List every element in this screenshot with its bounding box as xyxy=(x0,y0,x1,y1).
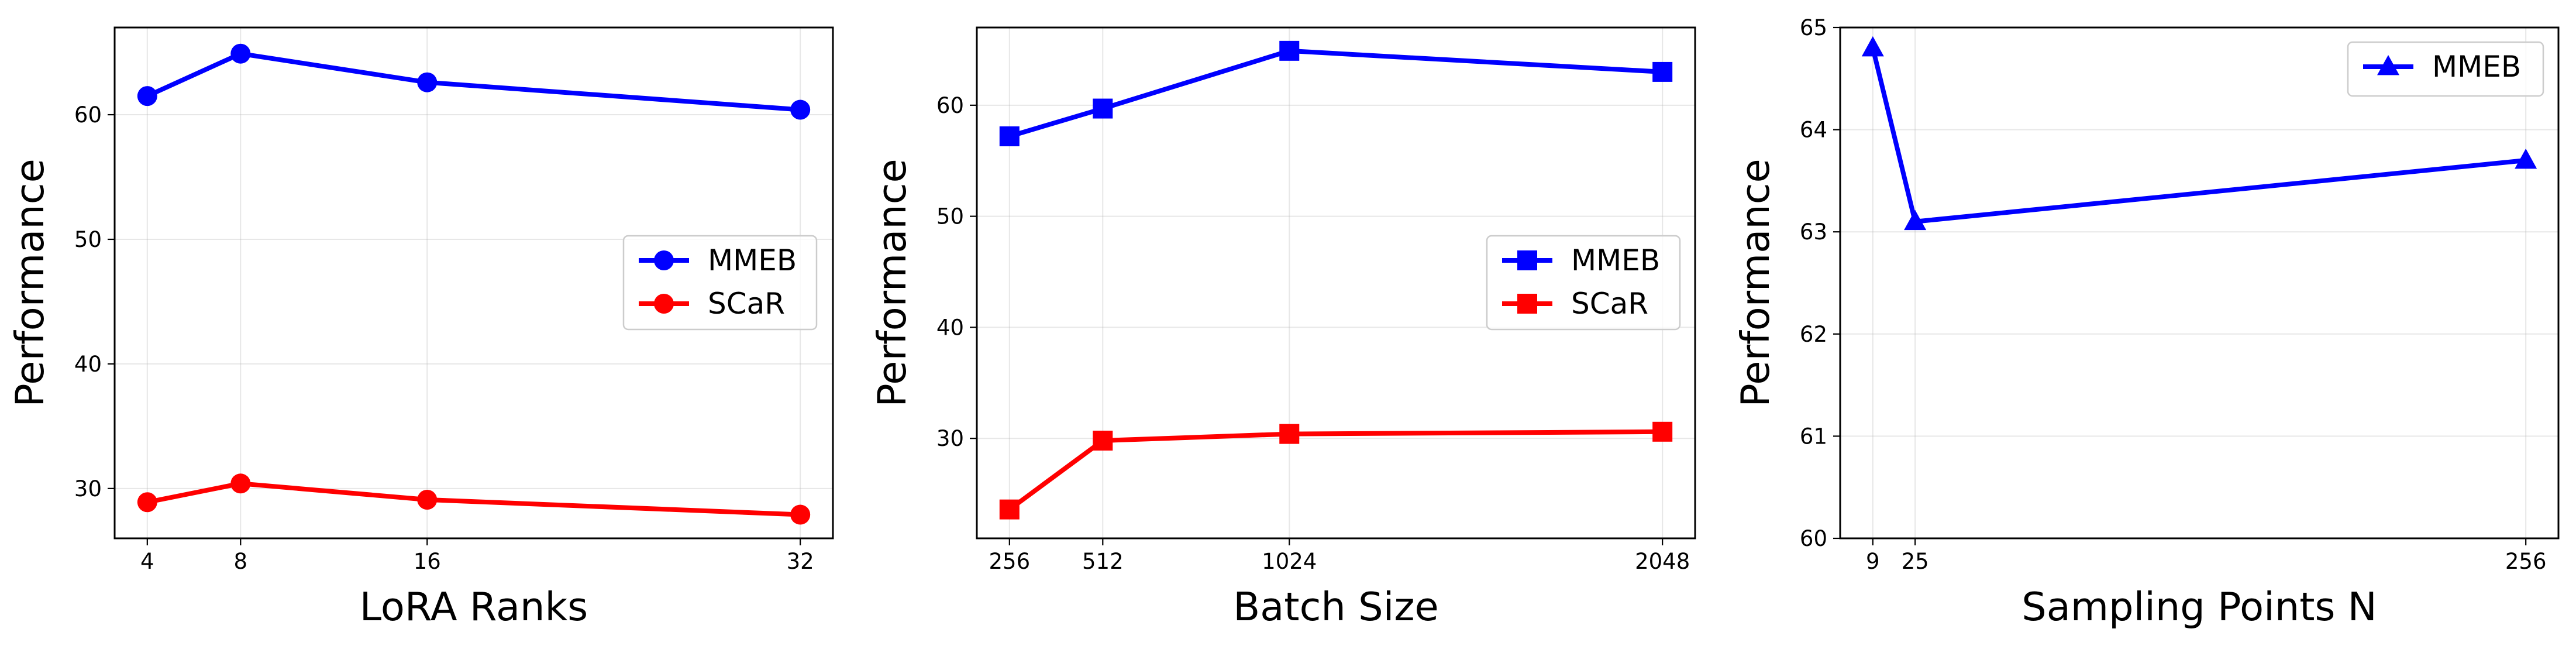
x-tick-label: 256 xyxy=(2505,549,2547,574)
legend: MMEB xyxy=(2347,41,2544,97)
y-tick-label: 40 xyxy=(936,315,964,340)
legend-label: SCaR xyxy=(1571,287,1648,321)
data-point xyxy=(999,126,1020,146)
series-scar xyxy=(137,473,811,525)
legend-marker xyxy=(654,250,674,270)
x-tick-label: 32 xyxy=(787,549,814,574)
data-point xyxy=(1279,424,1300,444)
x-tick-label: 8 xyxy=(234,549,248,574)
x-tick-label: 16 xyxy=(414,549,441,574)
series-line xyxy=(1007,429,1665,512)
series-line xyxy=(144,51,803,112)
data-point xyxy=(1093,98,1113,119)
x-axis-label: Batch Size xyxy=(1233,584,1438,630)
y-axis-label: Performance xyxy=(1733,159,1778,407)
y-tick-label: 40 xyxy=(74,352,102,377)
data-point xyxy=(137,86,157,106)
y-tick-label: 63 xyxy=(1800,219,1827,245)
data-point xyxy=(1861,36,1884,57)
y-tick-label: 50 xyxy=(936,204,964,229)
y-tick-label: 50 xyxy=(74,227,102,252)
legend-marker xyxy=(2377,55,2399,75)
x-tick-label: 25 xyxy=(1902,549,1929,574)
legend-marker xyxy=(654,294,674,314)
y-axis-label: Performance xyxy=(7,159,53,407)
x-tick-label: 9 xyxy=(1866,549,1880,574)
x-tick-label: 256 xyxy=(989,549,1031,574)
axes-frame xyxy=(976,26,1696,540)
chart-panel-1: 4 8 16 32 30 40 50 60 LoRA Ranks Performance MMEB S… xyxy=(7,26,834,630)
legend: MMEB SCaR xyxy=(1486,235,1681,331)
data-point xyxy=(417,72,438,92)
y-tick-label: 60 xyxy=(936,93,964,118)
legend: MMEB SCaR xyxy=(622,235,818,331)
legend-label: SCaR xyxy=(708,287,785,321)
series-scar xyxy=(999,421,1673,520)
legend-box xyxy=(2347,41,2544,97)
data-point xyxy=(230,473,251,494)
legend-label: MMEB xyxy=(708,243,797,277)
series-mmeb xyxy=(999,40,1673,146)
y-tick-label: 61 xyxy=(1800,424,1827,449)
y-tick-label: 30 xyxy=(74,476,102,501)
x-tick-label: 2048 xyxy=(1635,549,1690,574)
chart-panel-3: 9 25 256 60 61 62 63 64 65 Sampling Points N Perfo… xyxy=(1733,15,2560,630)
data-point xyxy=(230,43,251,64)
y-axis-label: Performance xyxy=(869,159,915,407)
data-point xyxy=(1652,61,1673,82)
x-axis-label: Sampling Points N xyxy=(2021,584,2377,630)
data-point xyxy=(999,499,1020,520)
x-tick-label: 512 xyxy=(1082,549,1124,574)
legend-marker xyxy=(1517,294,1537,314)
y-tick-label: 60 xyxy=(1800,526,1827,551)
y-tick-label: 64 xyxy=(1800,118,1827,143)
y-tick-label: 30 xyxy=(936,426,964,451)
y-tick-label: 62 xyxy=(1800,322,1827,347)
x-tick-label: 4 xyxy=(140,549,154,574)
legend-label: MMEB xyxy=(1571,243,1660,277)
series-line xyxy=(1007,48,1665,139)
x-axis-label: LoRA Ranks xyxy=(360,584,588,630)
data-point xyxy=(2515,148,2537,169)
data-point xyxy=(1904,209,1927,231)
legend-marker xyxy=(1517,250,1537,270)
series-mmeb xyxy=(1861,36,2537,231)
series-mmeb xyxy=(137,43,811,120)
data-point xyxy=(137,492,157,513)
legend-label: MMEB xyxy=(2432,50,2521,84)
y-tick-label: 60 xyxy=(74,102,102,128)
x-tick-label: 1024 xyxy=(1262,549,1317,574)
data-point xyxy=(790,504,811,525)
data-point xyxy=(417,489,438,510)
series-line xyxy=(144,481,803,517)
chart-panel-2: 256 512 1024 2048 30 40 50 60 Batch Size Performa… xyxy=(869,26,1696,630)
data-point xyxy=(1093,430,1113,451)
axes-frame xyxy=(113,26,834,540)
data-point xyxy=(1279,40,1300,61)
axes-frame xyxy=(1839,26,2560,540)
data-point xyxy=(1652,421,1673,442)
y-tick-label: 65 xyxy=(1800,15,1827,40)
data-point xyxy=(790,99,811,120)
